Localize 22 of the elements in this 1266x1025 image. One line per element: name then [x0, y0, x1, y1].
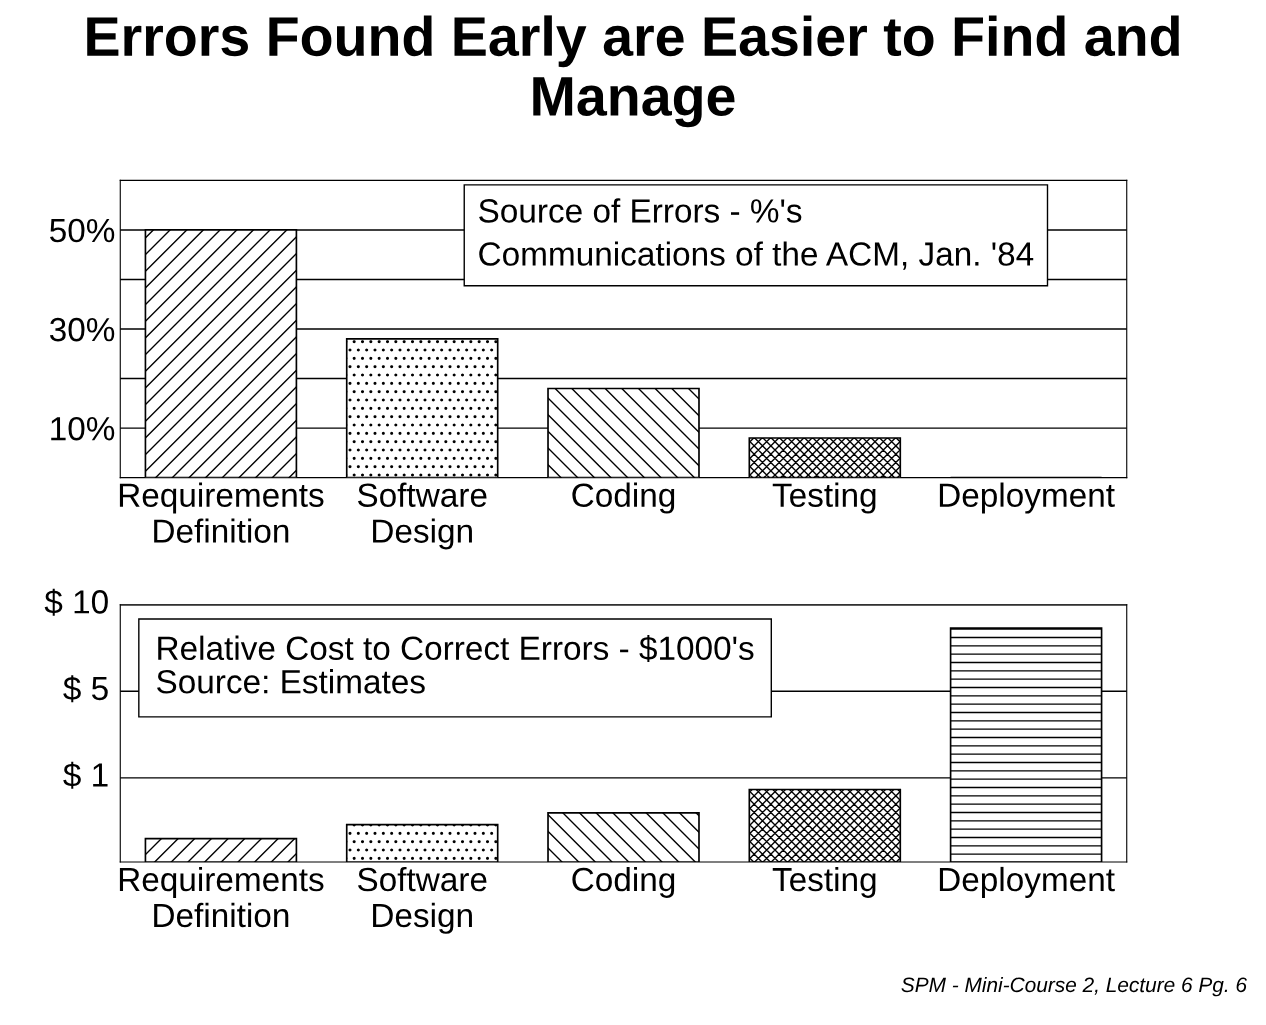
x-tick-label: Software Design [357, 482, 487, 550]
text: $ 5 [63, 675, 108, 703]
text: $ 10 [44, 588, 108, 616]
x-tick-label: Testing [772, 866, 876, 898]
x-tick-label: Software Design [357, 866, 487, 934]
y-tick-label: 30% [49, 317, 115, 342]
annotation: Communications of the ACM, Jan. '84 [479, 241, 1034, 270]
x-tick-label: Coding [572, 866, 675, 898]
annotation: Source: Estimates [157, 669, 425, 694]
x-tick-label: Testing [772, 482, 876, 514]
chart-title: Errors Found Early are Easier to Find and Manage [87, 15, 1179, 128]
x-tick-label: Deployment [939, 866, 1115, 898]
text: SPM - Mini-Course 2, Lecture 6 Pg. 6 [901, 976, 1248, 997]
y-tick-label: 10% [51, 416, 115, 441]
annotation: Source of Errors - %'s [479, 198, 802, 223]
x-tick-label: Deployment [939, 482, 1115, 514]
x-tick-label: Requirements Definition [119, 482, 324, 543]
x-tick-label: Requirements Definition [119, 866, 324, 928]
y-tick-label: 50% [50, 218, 115, 243]
text: $ 1 [63, 761, 108, 789]
x-tick-label: Coding [572, 482, 675, 514]
annotation: Relative Cost to Correct Errors - $1000's [158, 635, 754, 663]
